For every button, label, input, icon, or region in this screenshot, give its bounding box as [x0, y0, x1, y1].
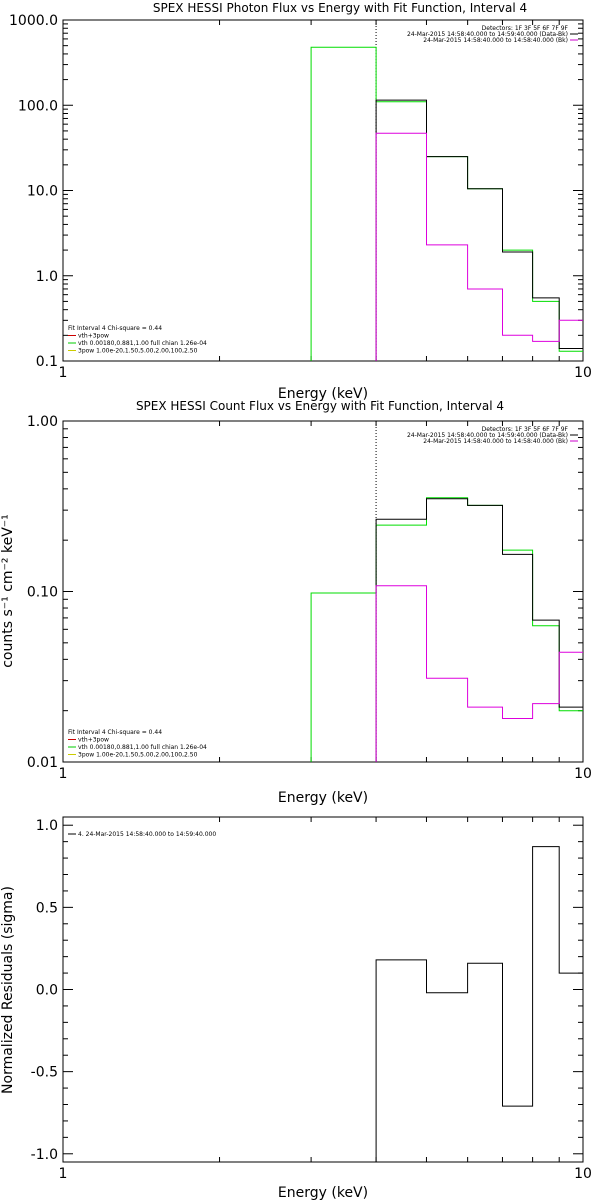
- x-tick-label: 1: [59, 766, 68, 782]
- count-flux-chart: SPEX HESSI Count Flux vs Energy with Fit…: [0, 399, 592, 806]
- header-line: 24-Mar-2015 14:58:40.000 to 14:59:40.000…: [407, 31, 568, 38]
- step-series-0: [310, 497, 583, 762]
- y-axis-label: Normalized Residuals (sigma): [0, 886, 16, 1094]
- x-tick-label: 1: [59, 1166, 68, 1182]
- y-tick-label: 0.5: [36, 900, 58, 916]
- step-series-1: [375, 498, 583, 762]
- plot-frame: [62, 19, 584, 362]
- legend-entry: Fit Interval 4 Chi-square = 0.44: [68, 325, 162, 332]
- plot-frame: [62, 420, 584, 763]
- plot-frame: [62, 816, 584, 1163]
- y-tick-label: 100.0: [18, 98, 58, 114]
- header-line: 24-Mar-2015 14:58:40.000 to 14:58:40.000…: [423, 438, 568, 445]
- y-tick-label: 0.0: [36, 983, 58, 999]
- legend-entry: 3pow 1.00e-20,1.50,5.00,2.00,100,2.50: [78, 348, 198, 355]
- x-tick-label: 1: [59, 365, 68, 381]
- y-axis-label: counts s⁻¹ cm⁻² keV⁻¹: [0, 514, 16, 668]
- photon-flux-chart: SPEX HESSI Photon Flux vs Energy with Fi…: [9, 1, 592, 402]
- chart-title: SPEX HESSI Count Flux vs Energy with Fit…: [136, 399, 504, 413]
- header-line: 24-Mar-2015 14:58:40.000 to 14:59:40.000…: [407, 432, 568, 439]
- axis-ticks: [62, 817, 584, 1162]
- step-series-0: [310, 46, 583, 361]
- data-series: [310, 20, 583, 361]
- legend-entry: vth 0.00180,0.881,1.00 full chian 1.26e-…: [78, 744, 207, 751]
- axis-ticks: [62, 19, 584, 362]
- x-axis-label: Energy (keV): [278, 386, 368, 402]
- y-tick-label: 10.0: [27, 184, 58, 200]
- legend-entry: 4. 24-Mar-2015 14:58:40.000 to 14:59:40.…: [78, 831, 216, 838]
- header-line: Detectors: 1F 3F 5F 6F 7F 9F: [482, 426, 569, 433]
- chart-title: SPEX HESSI Photon Flux vs Energy with Fi…: [153, 1, 527, 15]
- fit-legend: Fit Interval 4 Chi-square = 0.44vth+3pow…: [68, 729, 207, 759]
- x-axis-label: Energy (keV): [278, 1185, 368, 1200]
- x-axis-label: Energy (keV): [278, 790, 368, 806]
- step-series-1: [375, 99, 583, 361]
- y-tick-label: 1.0: [36, 818, 58, 834]
- x-tick-label: 10: [574, 766, 592, 782]
- axis-ticks: [62, 420, 584, 763]
- step-series-2: [375, 132, 583, 361]
- y-tick-label: -0.5: [31, 1065, 58, 1081]
- x-tick-label: 10: [574, 1166, 592, 1182]
- step-series-2: [375, 585, 583, 762]
- legend-entry: vth+3pow: [78, 333, 109, 340]
- y-tick-label: 1.0: [36, 269, 58, 285]
- axis-tick-labels: 1 10 0.1 1.0 10.0 100.0 1000.0: [9, 13, 592, 381]
- data-series: [310, 421, 583, 762]
- fit-legend: Fit Interval 4 Chi-square = 0.44vth+3pow…: [68, 325, 207, 355]
- axis-tick-labels: 1 10 -1.0 -0.5 0.0 0.5 1.0: [31, 818, 592, 1182]
- y-tick-label: -1.0: [31, 1147, 58, 1163]
- header-line: 24-Mar-2015 14:58:40.000 to 14:58:40.000…: [423, 37, 568, 44]
- detector-header: Detectors: 1F 3F 5F 6F 7F 9F24-Mar-2015 …: [407, 25, 578, 44]
- fit-legend: 4. 24-Mar-2015 14:58:40.000 to 14:59:40.…: [68, 831, 216, 838]
- step-series-0: [375, 846, 583, 1162]
- y-tick-label: 1000.0: [9, 13, 58, 29]
- legend-entry: Fit Interval 4 Chi-square = 0.44: [68, 729, 162, 736]
- y-tick-label: 0.10: [27, 585, 58, 601]
- legend-entry: vth+3pow: [78, 737, 109, 744]
- legend-entry: vth 0.00180,0.881,1.00 full chian 1.26e-…: [78, 340, 207, 347]
- legend-entry: 3pow 1.00e-20,1.50,5.00,2.00,100,2.50: [78, 752, 198, 759]
- header-line: Detectors: 1F 3F 5F 6F 7F 9F: [482, 25, 569, 32]
- y-tick-label: 0.1: [36, 354, 58, 370]
- x-tick-label: 10: [574, 365, 592, 381]
- axis-tick-labels: 1 10 0.01 0.10 1.00: [27, 414, 592, 782]
- detector-header: Detectors: 1F 3F 5F 6F 7F 9F24-Mar-2015 …: [407, 426, 578, 445]
- y-tick-label: 0.01: [27, 755, 58, 771]
- y-tick-label: 1.00: [27, 414, 58, 430]
- data-series: [375, 846, 583, 1162]
- residuals-chart: 1 10 -1.0 -0.5 0.0 0.5 1.0 4. 24-Mar-2015 14:5…: [0, 816, 592, 1200]
